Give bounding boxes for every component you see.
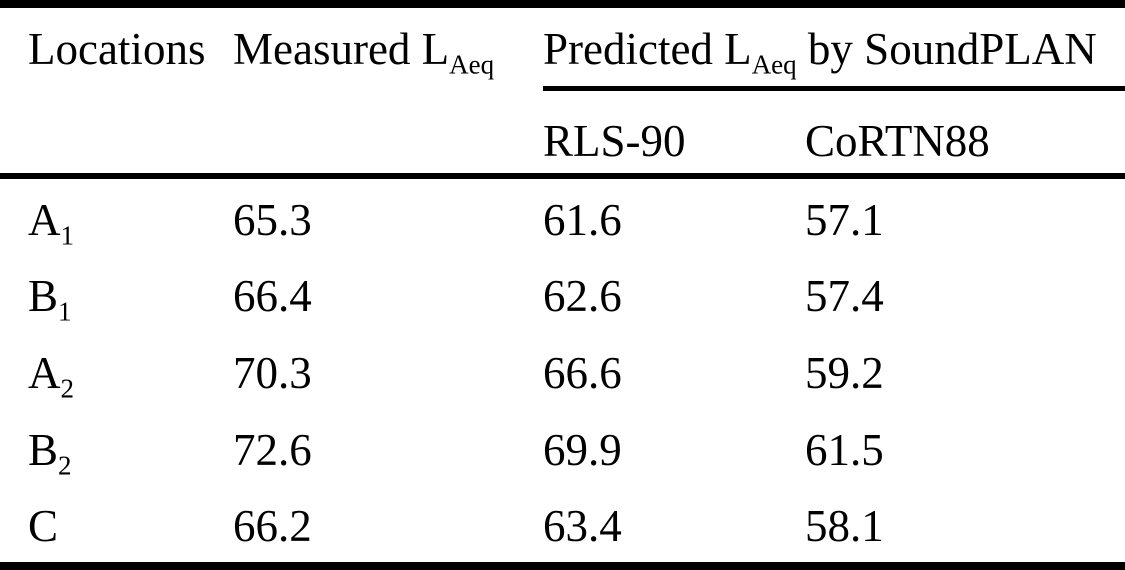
predicted-header-prefix: Predicted L <box>543 23 752 74</box>
cortn88-header-label: CoRTN88 <box>805 115 990 166</box>
table-mid-rule <box>0 173 1125 179</box>
column-header-predicted-laeq: Predicted LAeq by SoundPLAN <box>543 23 1125 77</box>
location-base: A <box>28 194 61 245</box>
location-base: A <box>28 347 61 398</box>
cell-cortn88: 58.1 <box>805 501 884 552</box>
cell-cortn88: 59.2 <box>805 347 884 398</box>
location-subscript: 2 <box>58 450 72 481</box>
cell-location: B1 <box>28 271 233 325</box>
cell-rls90: 69.9 <box>543 424 622 475</box>
table-subheader-row: RLS-90 CoRTN88 <box>0 91 1125 173</box>
cell-location: B2 <box>28 424 233 478</box>
location-subscript: 2 <box>60 373 75 404</box>
column-header-cortn88: CoRTN88 <box>805 115 1125 166</box>
location-base: B <box>28 424 59 475</box>
cell-measured: 65.3 <box>233 194 312 245</box>
measured-header-subscript: Aeq <box>449 48 495 79</box>
cell-cortn88: 57.1 <box>805 194 884 245</box>
table-row: C 66.2 63.4 58.1 <box>0 485 1125 562</box>
location-subscript: 1 <box>58 296 72 327</box>
cell-rls90: 63.4 <box>543 501 622 552</box>
cell-cortn88: 61.5 <box>805 424 884 475</box>
location-base: C <box>28 501 59 552</box>
cell-measured: 66.2 <box>233 501 312 552</box>
rls90-header-label: RLS-90 <box>543 115 686 166</box>
predicted-spanner-rule <box>543 86 1125 91</box>
table-bottom-rule <box>0 561 1125 570</box>
locations-header-label: Locations <box>28 23 206 74</box>
table-top-rule <box>0 0 1125 8</box>
cell-location: A2 <box>28 347 233 401</box>
column-header-measured-laeq: Measured LAeq <box>233 23 543 77</box>
cell-rls90: 61.6 <box>543 194 622 245</box>
measured-header-prefix: Measured L <box>233 23 450 74</box>
location-subscript: 1 <box>60 220 75 251</box>
table-row: A2 70.3 66.6 59.2 <box>0 332 1125 409</box>
cell-measured: 72.6 <box>233 424 312 475</box>
predicted-header-suffix: by SoundPLAN <box>796 23 1097 74</box>
table-header-row: Locations Measured LAeq Predicted LAeq b… <box>0 8 1125 86</box>
predicted-header-subscript: Aeq <box>751 48 797 79</box>
table-row: A1 65.3 61.6 57.1 <box>0 179 1125 256</box>
cell-location: C <box>28 504 233 549</box>
column-header-rls90: RLS-90 <box>543 115 805 166</box>
column-header-locations: Locations <box>28 23 233 74</box>
cell-location: A1 <box>28 194 233 248</box>
cell-rls90: 66.6 <box>543 347 622 398</box>
cell-measured: 66.4 <box>233 271 312 322</box>
table-row: B1 66.4 62.6 57.4 <box>0 256 1125 333</box>
location-base: B <box>28 271 59 322</box>
cell-rls90: 62.6 <box>543 271 622 322</box>
cell-measured: 70.3 <box>233 347 312 398</box>
table-row: B2 72.6 69.9 61.5 <box>0 409 1125 486</box>
cell-cortn88: 57.4 <box>805 271 884 322</box>
